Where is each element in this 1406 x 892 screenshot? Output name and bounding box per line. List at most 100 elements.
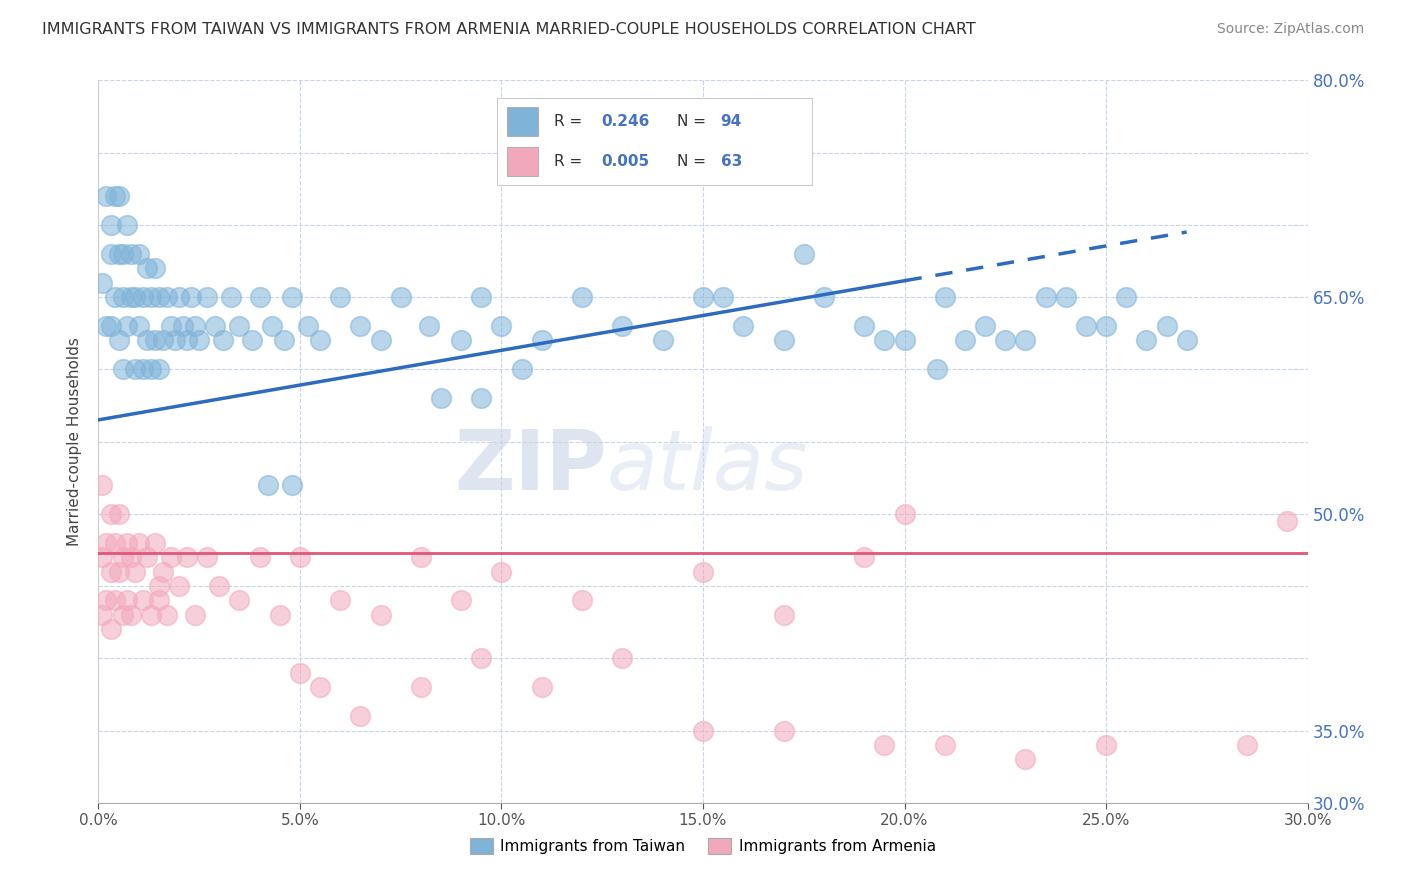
Point — [148, 579, 170, 593]
Point — [128, 246, 150, 260]
Point — [139, 290, 162, 304]
Point — [204, 318, 226, 333]
Point — [115, 593, 138, 607]
Point — [571, 593, 593, 607]
Point — [249, 290, 271, 304]
Point — [228, 318, 250, 333]
Point — [139, 607, 162, 622]
Point — [100, 565, 122, 579]
Point — [91, 276, 114, 290]
Point — [260, 318, 283, 333]
Point — [510, 362, 533, 376]
Point — [813, 290, 835, 304]
Point — [893, 334, 915, 348]
Point — [249, 550, 271, 565]
Point — [1175, 334, 1198, 348]
Point — [111, 550, 134, 565]
Point — [212, 334, 235, 348]
Point — [974, 318, 997, 333]
Point — [281, 478, 304, 492]
Point — [100, 623, 122, 637]
Point — [530, 680, 553, 694]
Point — [172, 318, 194, 333]
Point — [132, 593, 155, 607]
Legend: Immigrants from Taiwan, Immigrants from Armenia: Immigrants from Taiwan, Immigrants from … — [464, 832, 942, 860]
Point — [370, 607, 392, 622]
Point — [100, 507, 122, 521]
Point — [934, 738, 956, 752]
Point — [692, 290, 714, 304]
Point — [143, 535, 166, 549]
Point — [148, 362, 170, 376]
Point — [1095, 738, 1118, 752]
Point — [409, 550, 432, 565]
Point — [491, 565, 513, 579]
Point — [772, 723, 794, 738]
Point — [873, 334, 896, 348]
Point — [692, 723, 714, 738]
Point — [530, 334, 553, 348]
Point — [281, 290, 304, 304]
Point — [143, 334, 166, 348]
Point — [111, 290, 134, 304]
Point — [156, 290, 179, 304]
Point — [107, 507, 129, 521]
Point — [470, 391, 492, 405]
Text: IMMIGRANTS FROM TAIWAN VS IMMIGRANTS FROM ARMENIA MARRIED-COUPLE HOUSEHOLDS CORR: IMMIGRANTS FROM TAIWAN VS IMMIGRANTS FRO… — [42, 22, 976, 37]
Point — [470, 290, 492, 304]
Point — [180, 290, 202, 304]
Text: atlas: atlas — [606, 426, 808, 508]
Point — [309, 680, 332, 694]
Point — [612, 651, 634, 665]
Point — [1054, 290, 1077, 304]
Point — [733, 318, 755, 333]
Point — [256, 478, 278, 492]
Point — [1156, 318, 1178, 333]
Point — [288, 665, 311, 680]
Point — [115, 535, 138, 549]
Point — [953, 334, 976, 348]
Point — [124, 290, 146, 304]
Point — [100, 218, 122, 232]
Point — [160, 318, 183, 333]
Point — [853, 318, 876, 333]
Point — [1236, 738, 1258, 752]
Point — [273, 334, 295, 348]
Point — [994, 334, 1017, 348]
Point — [309, 334, 332, 348]
Point — [139, 362, 162, 376]
Point — [103, 535, 125, 549]
Point — [450, 334, 472, 348]
Point — [208, 579, 231, 593]
Point — [1115, 290, 1137, 304]
Point — [1014, 334, 1036, 348]
Point — [96, 189, 118, 203]
Point — [772, 607, 794, 622]
Point — [128, 535, 150, 549]
Point — [409, 680, 432, 694]
Point — [1135, 334, 1157, 348]
Point — [107, 189, 129, 203]
Point — [240, 334, 263, 348]
Point — [228, 593, 250, 607]
Point — [853, 550, 876, 565]
Point — [160, 550, 183, 565]
Point — [651, 334, 673, 348]
Point — [893, 507, 915, 521]
Point — [176, 550, 198, 565]
Point — [96, 535, 118, 549]
Point — [167, 290, 190, 304]
Point — [128, 318, 150, 333]
Point — [1095, 318, 1118, 333]
Point — [124, 565, 146, 579]
Point — [103, 593, 125, 607]
Point — [103, 290, 125, 304]
Point — [135, 334, 157, 348]
Point — [195, 550, 218, 565]
Text: ZIP: ZIP — [454, 426, 606, 508]
Point — [184, 318, 207, 333]
Point — [135, 550, 157, 565]
Y-axis label: Married-couple Households: Married-couple Households — [67, 337, 83, 546]
Point — [711, 290, 734, 304]
Point — [120, 246, 142, 260]
